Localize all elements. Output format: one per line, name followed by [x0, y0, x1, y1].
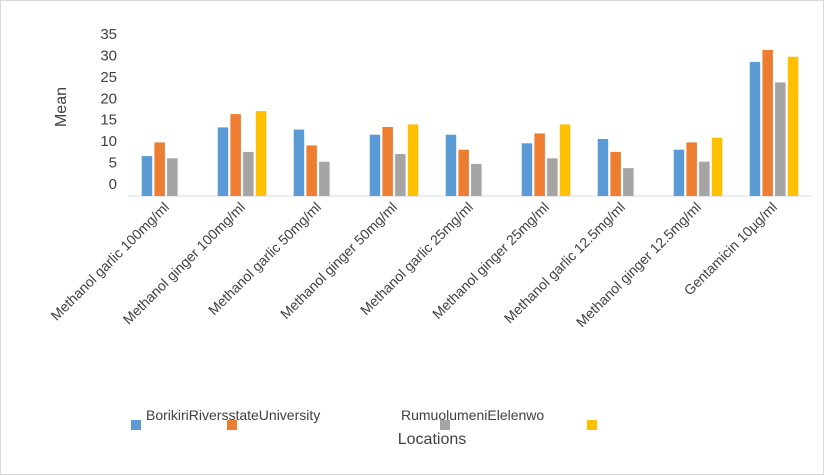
- y-tick-label: 0: [109, 176, 117, 193]
- bar: [559, 124, 571, 196]
- bar: [610, 151, 621, 196]
- category-label: Methanol ginger 100mg/ml: [120, 199, 249, 328]
- category-label: Methanol garlic 12.5mg/ml: [501, 199, 628, 326]
- y-tick-label: 30: [100, 47, 117, 64]
- bar: [775, 82, 786, 196]
- x-axis-title: Locations: [398, 431, 467, 448]
- bar: [382, 127, 393, 196]
- bar: [749, 61, 761, 197]
- bar: [597, 139, 609, 196]
- bar: [787, 56, 799, 197]
- bar: [458, 149, 469, 196]
- bar: [623, 168, 634, 196]
- y-axis-ticks: 0 5 10 15 20 25 30 35: [100, 26, 117, 193]
- bar: [686, 142, 697, 196]
- legend-swatch: [131, 420, 141, 430]
- legend-swatch: [587, 420, 597, 430]
- category-label: Methanol ginger 12.5mg/ml: [573, 199, 704, 330]
- bar: [547, 158, 558, 196]
- bar: [407, 124, 419, 196]
- bar: [230, 114, 241, 196]
- bar: [445, 134, 457, 196]
- y-tick-label: 15: [100, 112, 117, 129]
- bar: [306, 145, 317, 196]
- legend-swatch: [227, 420, 237, 430]
- legend-swatch: [440, 420, 450, 430]
- bar: [293, 129, 305, 196]
- bar: [699, 161, 710, 196]
- bar: [217, 127, 229, 196]
- y-tick-label: 5: [109, 155, 117, 172]
- bar: [141, 156, 153, 196]
- y-axis-title: Mean: [53, 87, 70, 127]
- bar: [243, 151, 254, 196]
- legend-label: RumuolumeniElelenwo: [401, 407, 544, 423]
- bar: [154, 142, 165, 196]
- bar: [255, 111, 267, 196]
- bars-group: [141, 49, 799, 197]
- bar: [762, 49, 773, 197]
- bar: [673, 149, 685, 196]
- bar: [319, 161, 330, 196]
- bar: [711, 137, 723, 196]
- y-tick-label: 20: [100, 90, 117, 107]
- y-tick-label: 10: [100, 133, 117, 150]
- bar: [534, 133, 545, 196]
- y-tick-label: 35: [100, 26, 117, 43]
- bar: [167, 158, 178, 196]
- bar: [369, 134, 381, 196]
- y-tick-label: 25: [100, 69, 117, 86]
- bar: [395, 154, 406, 196]
- legend-label: BorikiriRiversstateUniversity: [146, 407, 320, 423]
- legend: BorikiriRiversstateUniversity Rumuolumeni…: [131, 407, 597, 430]
- bar: [521, 143, 533, 196]
- bar: [471, 163, 482, 196]
